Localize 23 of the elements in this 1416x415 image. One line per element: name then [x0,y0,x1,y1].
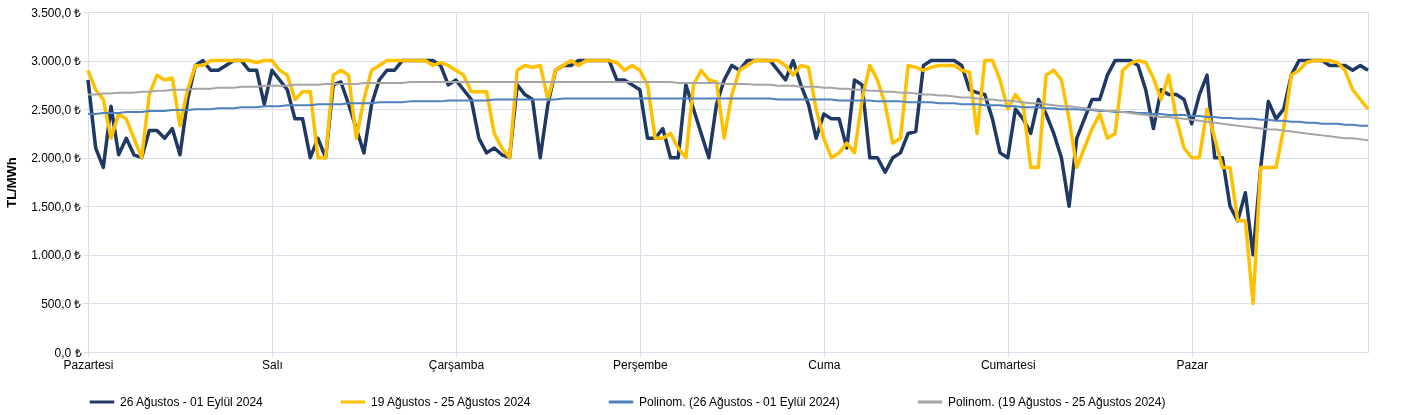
y-tick-label: 3.000,0 ₺ [31,54,82,69]
line-series [87,97,1369,127]
x-tick-label: Çarşamba [428,357,485,372]
x-tick-label: Cumartesi [980,357,1036,372]
line-series [86,58,1370,306]
y-tick-label: 500,0 ₺ [41,296,82,311]
legend-label: Polinom. (19 Ağustos - 25 Ağustos 2024) [948,395,1166,409]
y-tick-label: 2.500,0 ₺ [31,102,82,117]
legend-label: Polinom. (26 Ağustos - 01 Eylül 2024) [639,395,840,409]
y-tick-label: 1.000,0 ₺ [31,248,82,263]
legend-label: 26 Ağustos - 01 Eylül 2024 [120,395,264,409]
x-tick-label: Perşembe [613,357,669,372]
y-tick-label: 2.000,0 ₺ [31,151,82,166]
y-tick-label: 0,0 ₺ [54,345,82,360]
y-tick-label: 3.500,0 ₺ [31,5,82,20]
x-tick-label: Pazar [1176,357,1208,372]
legend-label: 19 Ağustos - 25 Ağustos 2024 [371,395,531,409]
x-tick-label: Pazartesi [63,357,114,372]
x-tick-label: Salı [262,357,283,372]
y-tick-label: 1.500,0 ₺ [31,199,82,214]
x-tick-label: Cuma [808,357,841,372]
y-axis-title: TL/MWh [4,157,20,208]
line-series [87,80,1369,142]
